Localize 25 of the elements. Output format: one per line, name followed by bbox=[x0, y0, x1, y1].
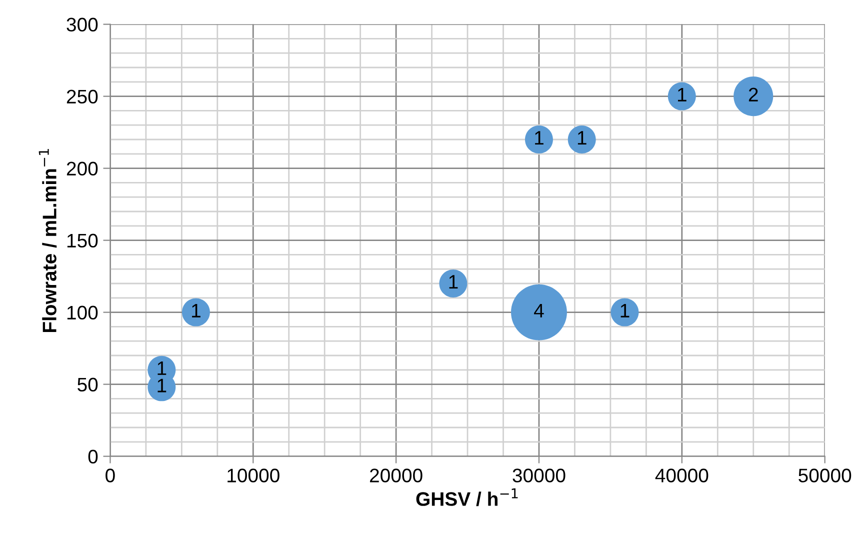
data-label: 1 bbox=[158, 378, 166, 392]
data-label: 1 bbox=[158, 362, 166, 375]
x-tick-label: 0 bbox=[106, 468, 115, 482]
x-tick-label: 10000 bbox=[228, 468, 280, 482]
x-tick-label: 50000 bbox=[798, 468, 852, 482]
y-tick-label: 150 bbox=[67, 234, 98, 248]
x-tick-label: 20000 bbox=[370, 468, 422, 482]
y-tick-label: 50 bbox=[78, 378, 98, 392]
y-tick-label: 300 bbox=[66, 18, 98, 32]
data-label: 1 bbox=[678, 88, 686, 102]
y-tick-label: 200 bbox=[66, 162, 98, 176]
data-label: 1 bbox=[449, 275, 458, 289]
y-tick-label: 100 bbox=[67, 306, 98, 320]
y-tick-label: 250 bbox=[66, 90, 98, 104]
x-tick-label: 30000 bbox=[512, 468, 566, 482]
x-axis-title: GHSV / h$^{−1}$ bbox=[416, 488, 518, 506]
y-tick-label: 0 bbox=[88, 450, 98, 464]
data-label: 4 bbox=[534, 304, 544, 318]
y-axis-title: Flowrate / mL.min$^{−1}$ bbox=[38, 149, 57, 332]
x-tick-label: 40000 bbox=[655, 468, 708, 482]
data-label: 1 bbox=[620, 304, 630, 318]
data-label: 2 bbox=[748, 88, 758, 102]
data-label: 1 bbox=[535, 131, 544, 145]
data-label: 1 bbox=[192, 304, 200, 318]
data-label: 1 bbox=[578, 131, 586, 145]
